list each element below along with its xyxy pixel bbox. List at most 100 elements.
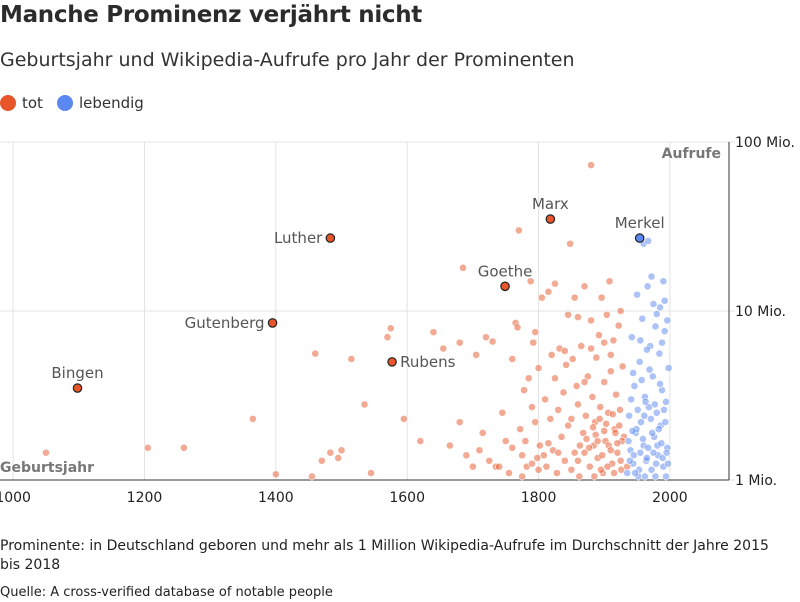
legend: tot lebendig — [0, 94, 158, 112]
data-point-tot — [580, 378, 589, 386]
x-tick-label: 1400 — [258, 490, 294, 506]
data-point-lebendig — [650, 400, 659, 409]
data-point-tot — [577, 342, 586, 350]
data-point-tot — [567, 414, 576, 423]
data-point-lebendig — [633, 290, 641, 299]
data-point-tot — [582, 435, 591, 443]
highlight-point-goethe — [500, 281, 510, 292]
highlight-label-bingen: Bingen — [51, 364, 103, 382]
data-point-tot — [485, 456, 494, 465]
data-point-lebendig — [652, 408, 661, 417]
data-point-lebendig — [644, 443, 653, 452]
data-point-tot — [386, 324, 395, 333]
data-point-lebendig — [655, 349, 664, 358]
data-point-tot — [520, 386, 528, 395]
x-tick-label: 2000 — [652, 490, 688, 506]
data-point-tot — [559, 388, 568, 397]
data-point-lebendig — [652, 459, 660, 468]
data-point-tot — [570, 293, 579, 302]
data-point-lebendig — [644, 236, 653, 245]
data-point-tot — [529, 338, 538, 347]
x-tick-label: 1000 — [0, 490, 31, 506]
data-point-tot — [603, 462, 612, 471]
data-point-lebendig — [636, 448, 645, 457]
data-point-tot — [554, 405, 563, 414]
data-point-tot — [581, 411, 590, 420]
data-point-tot — [531, 328, 540, 337]
data-point-lebendig — [638, 314, 647, 323]
data-point-lebendig — [649, 300, 658, 308]
data-point-tot — [505, 469, 513, 477]
data-point-lebendig — [647, 272, 656, 281]
y-tick-label: 100 Mio. — [735, 135, 795, 151]
data-point-lebendig — [627, 395, 636, 404]
data-point-tot — [551, 374, 559, 383]
data-point-tot — [537, 293, 546, 302]
data-point-lebendig — [643, 454, 651, 462]
data-point-lebendig — [648, 428, 657, 437]
data-point-tot — [455, 338, 464, 347]
data-point-lebendig — [646, 414, 655, 423]
data-point-lebendig — [660, 327, 669, 336]
data-point-tot — [612, 390, 620, 399]
data-point-tot — [508, 443, 517, 452]
data-point-tot — [590, 472, 599, 481]
highlight-label-goethe: Goethe — [478, 262, 533, 280]
x-tick-label: 1800 — [521, 490, 557, 506]
y-tick-label: 10 Mio. — [735, 304, 786, 320]
data-point-tot — [585, 443, 594, 452]
highlight-point-merkel — [634, 233, 645, 243]
data-point-lebendig — [648, 372, 657, 381]
highlight-point-rubens — [387, 357, 397, 367]
data-point-tot — [553, 469, 561, 477]
data-point-lebendig — [658, 454, 667, 462]
data-point-tot — [574, 400, 582, 409]
data-point-tot — [248, 414, 257, 423]
data-point-tot — [524, 374, 533, 383]
data-point-tot — [439, 344, 448, 353]
data-point-tot — [535, 441, 544, 450]
highlight-label-rubens: Rubens — [400, 353, 456, 371]
highlight-point-bingen — [72, 383, 83, 393]
data-point-tot — [560, 347, 569, 355]
data-point-lebendig — [664, 459, 672, 468]
data-point-tot — [600, 338, 609, 347]
highlight-label-marx: Marx — [532, 195, 569, 213]
data-point-lebendig — [663, 316, 672, 325]
data-point-tot — [557, 432, 566, 441]
footnote: Prominente: in Deutschland geboren und m… — [0, 538, 769, 573]
data-point-tot — [616, 456, 625, 465]
data-point-tot — [475, 446, 484, 455]
highlight-point-luther — [325, 233, 336, 243]
data-point-tot — [544, 439, 553, 448]
data-point-tot — [567, 465, 576, 474]
data-point-tot — [602, 419, 611, 428]
data-point-tot — [528, 459, 536, 468]
data-point-tot — [445, 441, 454, 450]
data-point-tot — [501, 437, 510, 445]
data-point-lebendig — [625, 456, 634, 465]
data-point-tot — [587, 161, 595, 169]
data-point-tot — [526, 277, 535, 286]
data-point-tot — [271, 470, 280, 479]
legend-item-lebendig: lebendig — [56, 94, 144, 112]
legend-label-lebendig: lebendig — [78, 94, 144, 112]
data-point-lebendig — [643, 282, 652, 291]
data-point-tot — [514, 226, 523, 235]
data-point-tot — [326, 448, 335, 457]
data-point-lebendig — [649, 448, 658, 457]
data-point-lebendig — [662, 448, 671, 457]
data-point-tot — [533, 454, 542, 462]
data-point-lebendig — [624, 437, 633, 445]
data-point-tot — [564, 310, 572, 319]
legend-swatch-tot — [0, 95, 16, 111]
data-point-tot — [495, 462, 504, 471]
data-point-lebendig — [661, 418, 670, 427]
data-point-tot — [570, 448, 579, 457]
data-point-lebendig — [623, 469, 632, 477]
data-point-tot — [580, 282, 589, 291]
data-point-lebendig — [629, 451, 638, 460]
data-point-tot — [589, 423, 597, 432]
data-point-tot — [588, 393, 597, 401]
data-point-tot — [547, 350, 556, 359]
